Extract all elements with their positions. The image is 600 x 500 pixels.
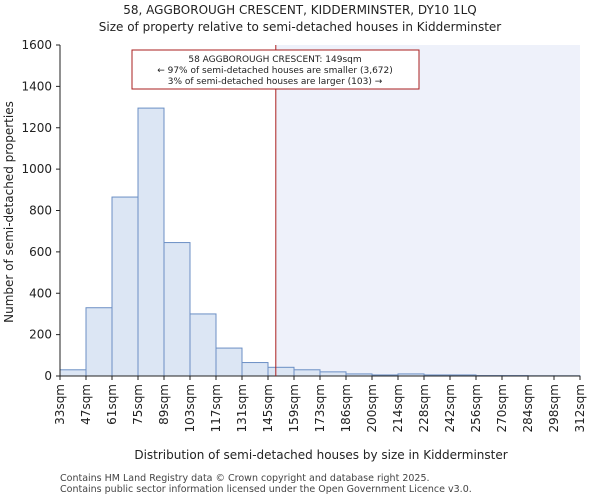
x-tick-label: 103sqm xyxy=(183,384,197,432)
page-title: 58, AGGBOROUGH CRESCENT, KIDDERMINSTER, … xyxy=(123,3,477,17)
x-tick-label: 312sqm xyxy=(573,384,587,432)
footer-line-1: Contains HM Land Registry data © Crown c… xyxy=(60,473,430,484)
y-tick-label: 1400 xyxy=(21,79,52,93)
histogram-bar xyxy=(189,313,217,377)
x-tick-label: 200sqm xyxy=(365,384,379,432)
y-tick-label: 400 xyxy=(29,286,52,300)
x-tick-label: 159sqm xyxy=(287,384,301,432)
footer-line-2: Contains public sector information licen… xyxy=(60,484,472,495)
x-tick-label: 256sqm xyxy=(469,384,483,432)
x-tick-label: 228sqm xyxy=(417,384,431,432)
y-tick-label: 1600 xyxy=(21,38,52,52)
x-tick-label: 242sqm xyxy=(443,384,457,432)
x-tick-label: 173sqm xyxy=(313,384,327,432)
highlight-region xyxy=(275,45,580,376)
x-tick-label: 131sqm xyxy=(235,384,249,432)
chart-title-block: 58, AGGBOROUGH CRESCENT, KIDDERMINSTER, … xyxy=(0,2,600,36)
x-tick-label: 214sqm xyxy=(391,384,405,432)
annotation-line-3: 3% of semi-detached houses are larger (1… xyxy=(168,77,383,87)
histogram-bar xyxy=(59,369,87,377)
x-tick-label: 145sqm xyxy=(261,384,275,432)
histogram-bar xyxy=(267,366,295,377)
chart-subtitle: Size of property relative to semi-detach… xyxy=(98,20,502,34)
histogram-bar xyxy=(241,362,269,377)
x-tick-label: 61sqm xyxy=(105,384,119,425)
x-tick-label: 47sqm xyxy=(79,384,93,425)
x-tick-label: 186sqm xyxy=(339,384,353,432)
y-tick-label: 1200 xyxy=(21,121,52,135)
histogram-bar xyxy=(319,371,347,377)
y-tick-label: 0 xyxy=(44,369,52,383)
x-tick-label: 33sqm xyxy=(53,384,67,425)
histogram-bar xyxy=(111,196,139,377)
histogram-bar xyxy=(163,242,191,377)
histogram-bar xyxy=(293,369,321,377)
annotation-line-2: ← 97% of semi-detached houses are smalle… xyxy=(157,66,393,76)
x-tick-label: 270sqm xyxy=(495,384,509,432)
x-axis-label: Distribution of semi-detached houses by … xyxy=(134,448,507,462)
histogram-bar xyxy=(137,107,165,377)
x-tick-label: 284sqm xyxy=(521,384,535,432)
y-axis-label: Number of semi-detached properties xyxy=(2,101,16,323)
annotation-box: 58 AGGBOROUGH CRESCENT: 149sqm ← 97% of … xyxy=(131,49,420,90)
y-tick-label: 200 xyxy=(29,328,52,342)
x-tick-label: 75sqm xyxy=(131,384,145,425)
histogram-chart: 0 200 400 600 800 1000 1200 1400 1600 33sqm 47sqm… xyxy=(2,38,587,462)
x-tick-label: 298sqm xyxy=(547,384,561,432)
x-tick-label: 117sqm xyxy=(209,384,223,432)
y-tick-label: 1000 xyxy=(21,162,52,176)
annotation-line-1: 58 AGGBOROUGH CRESCENT: 149sqm xyxy=(188,55,361,65)
x-tick-label: 89sqm xyxy=(157,384,171,425)
y-tick-label: 800 xyxy=(29,204,52,218)
y-tick-label: 600 xyxy=(29,245,52,259)
footer-attribution: Contains HM Land Registry data © Crown c… xyxy=(60,473,472,495)
histogram-bar xyxy=(215,347,243,377)
histogram-bar xyxy=(85,307,113,377)
